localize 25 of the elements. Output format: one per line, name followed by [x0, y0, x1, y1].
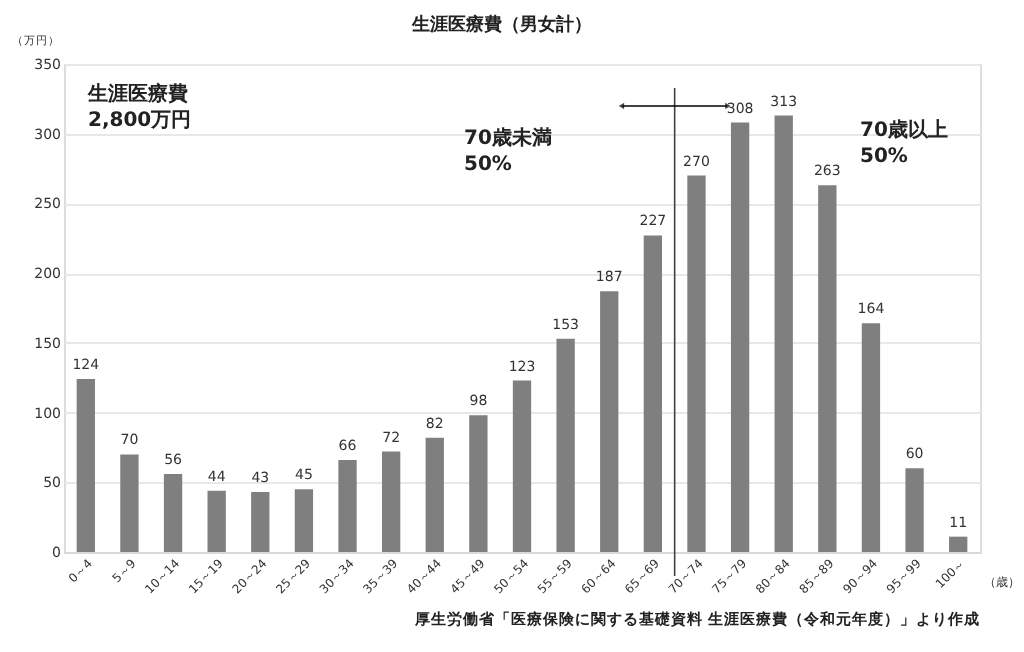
chart-title: 生涯医療費（男女計）: [410, 14, 592, 36]
annotation: 70歳以上 50%: [860, 118, 948, 168]
bar: [76, 379, 95, 552]
bar: [469, 415, 488, 552]
bar: [207, 490, 226, 552]
annotation: 70歳未満 50%: [464, 126, 552, 176]
bar: [818, 185, 837, 552]
bar: [425, 437, 444, 552]
bar: [730, 122, 750, 552]
bar: [338, 459, 357, 552]
bar: [949, 536, 968, 552]
bar: [687, 175, 706, 552]
bar: [512, 380, 532, 552]
bar: [251, 492, 270, 552]
bar: [120, 454, 139, 552]
bar: [643, 235, 663, 552]
bar: [294, 489, 314, 552]
annotation: 生涯医療費 2,800万円: [86, 82, 192, 132]
bar: [163, 473, 183, 552]
bar: [861, 323, 881, 552]
bar: [600, 291, 619, 552]
bar: [905, 468, 924, 552]
bar: [381, 451, 401, 552]
bar: [556, 338, 575, 552]
bar: [774, 115, 793, 552]
